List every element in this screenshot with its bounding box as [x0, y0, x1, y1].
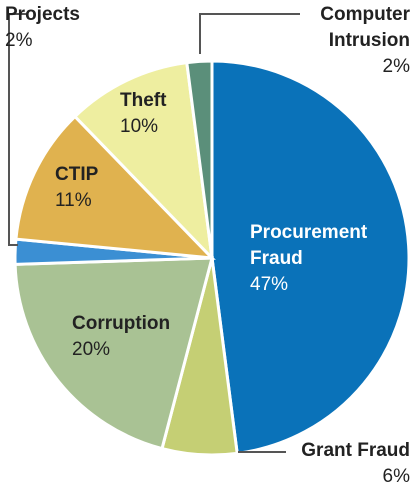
pie-slice [185, 59, 214, 259]
slice-label: Computer Intrusion 2% [300, 2, 410, 80]
category-name: Corruption [72, 313, 171, 334]
percent-label: 20% [72, 339, 111, 360]
slice-label: Corruption 20% [72, 311, 232, 363]
percent-label: 10% [120, 116, 159, 137]
percent-label: 47% [250, 274, 289, 295]
slice-label: Theft 10% [120, 88, 200, 140]
percent-label: 11% [55, 190, 92, 211]
pie-slice [210, 59, 411, 456]
pie-slice [14, 114, 216, 260]
category-name: Procurement Fraud [250, 222, 368, 269]
pie-slice [13, 256, 214, 451]
slice-label: Procurement Fraud 47% [250, 220, 400, 298]
leader-line [8, 13, 26, 246]
category-name: Theft [120, 90, 167, 111]
leader-line [199, 13, 300, 54]
percent-label: 2% [382, 56, 410, 77]
slice-label: CTIP 11% [55, 162, 135, 214]
pie [13, 59, 411, 457]
category-name: CTIP [55, 164, 99, 185]
slice-label: Projects 2% [5, 2, 125, 54]
pie-slice [72, 60, 215, 263]
slice-label: Grant Fraud 6% [250, 438, 410, 490]
category-name: Projects [5, 4, 80, 25]
percent-label: 6% [382, 466, 410, 487]
percent-label: 2% [5, 30, 33, 51]
category-name: Computer Intrusion [320, 4, 410, 51]
category-name: Grant Fraud [301, 440, 410, 461]
